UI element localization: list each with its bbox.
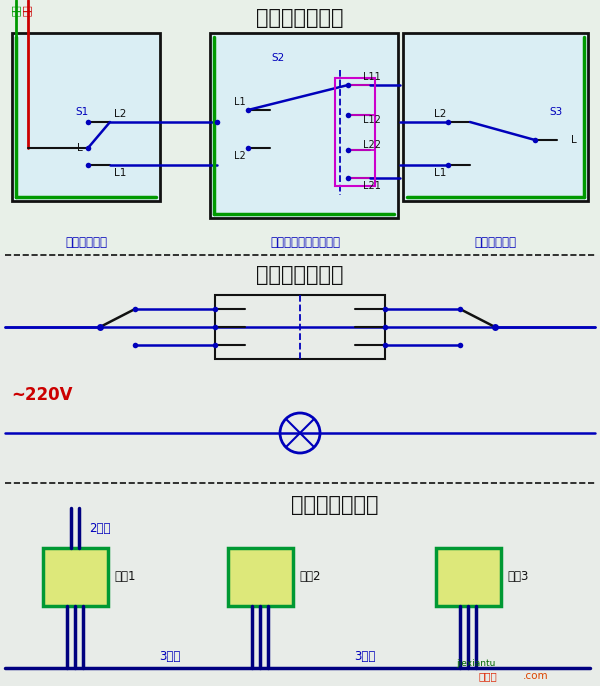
- Text: 开关1: 开关1: [114, 571, 136, 584]
- Text: 2根线: 2根线: [89, 521, 111, 534]
- Bar: [12, 33, 160, 201]
- Bar: [43, 548, 108, 606]
- Text: L1: L1: [114, 168, 126, 178]
- Text: L2: L2: [234, 151, 246, 161]
- Text: ~220V: ~220V: [11, 386, 73, 404]
- Bar: [0, 255, 600, 483]
- Bar: [403, 33, 588, 201]
- Bar: [0, 0, 600, 255]
- Text: S3: S3: [550, 107, 563, 117]
- Bar: [335, 78, 375, 186]
- Text: 中途开关（三控开关）: 中途开关（三控开关）: [270, 235, 340, 248]
- Text: 开关2: 开关2: [299, 571, 321, 584]
- Text: L21: L21: [363, 181, 381, 191]
- Text: .com: .com: [523, 671, 549, 681]
- Text: jiexiantu: jiexiantu: [457, 659, 496, 668]
- Text: L1: L1: [234, 97, 246, 107]
- Bar: [210, 33, 398, 218]
- Text: 3根线: 3根线: [355, 650, 376, 663]
- Text: L2: L2: [434, 109, 446, 119]
- Bar: [215, 295, 385, 359]
- Text: L11: L11: [363, 72, 381, 82]
- Text: L: L: [571, 135, 577, 145]
- Bar: [0, 483, 600, 686]
- Bar: [228, 548, 293, 606]
- Text: 火线: 火线: [22, 4, 32, 16]
- Text: 接线图: 接线图: [479, 671, 497, 681]
- Text: S2: S2: [271, 53, 284, 63]
- Text: 三控开关布线图: 三控开关布线图: [291, 495, 379, 515]
- Text: 3根线: 3根线: [160, 650, 181, 663]
- Text: L1: L1: [434, 168, 446, 178]
- Bar: [436, 548, 501, 606]
- Text: L22: L22: [363, 140, 381, 150]
- Text: L2: L2: [114, 109, 126, 119]
- Text: 单开双控开关: 单开双控开关: [474, 235, 516, 248]
- Text: 三控开关接线图: 三控开关接线图: [256, 8, 344, 28]
- Text: 开关3: 开关3: [508, 571, 529, 584]
- Text: 三控开关原理图: 三控开关原理图: [256, 265, 344, 285]
- Text: L12: L12: [363, 115, 381, 125]
- Text: L: L: [77, 143, 83, 153]
- Text: S1: S1: [76, 107, 89, 117]
- Text: 相线: 相线: [11, 4, 21, 16]
- Text: 单开双控开关: 单开双控开关: [65, 235, 107, 248]
